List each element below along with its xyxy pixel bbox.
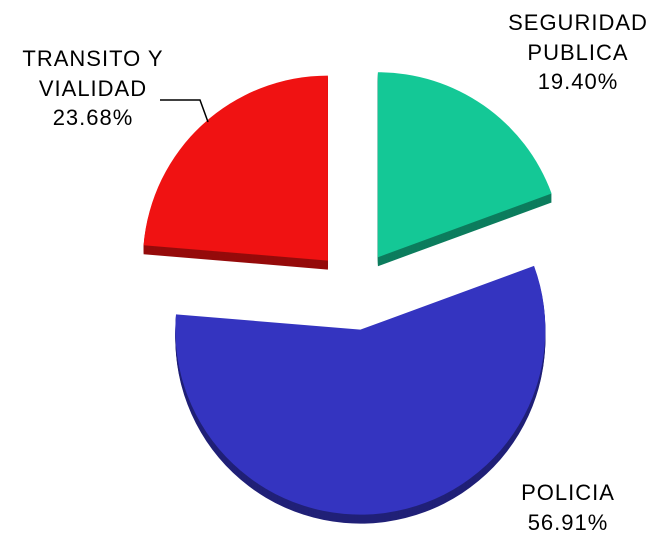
slice-label: SEGURIDAD PUBLICA 19.40% (498, 8, 658, 97)
pie-slice (143, 75, 328, 261)
pie-slice (377, 72, 552, 258)
value-label: 23.68% (52, 105, 134, 131)
pie-slice (175, 265, 546, 515)
value-label: 56.91% (527, 509, 609, 535)
leader-line (160, 99, 209, 123)
category-label: TRANSITO Y VIALIDAD (22, 46, 164, 101)
slice-label: TRANSITO Y VIALIDAD 23.68% (2, 44, 184, 133)
category-label: SEGURIDAD PUBLICA (508, 10, 648, 65)
category-label: POLICIA (521, 480, 615, 505)
value-label: 19.40% (537, 69, 619, 95)
slice-label: POLICIA 56.91% (488, 478, 648, 537)
